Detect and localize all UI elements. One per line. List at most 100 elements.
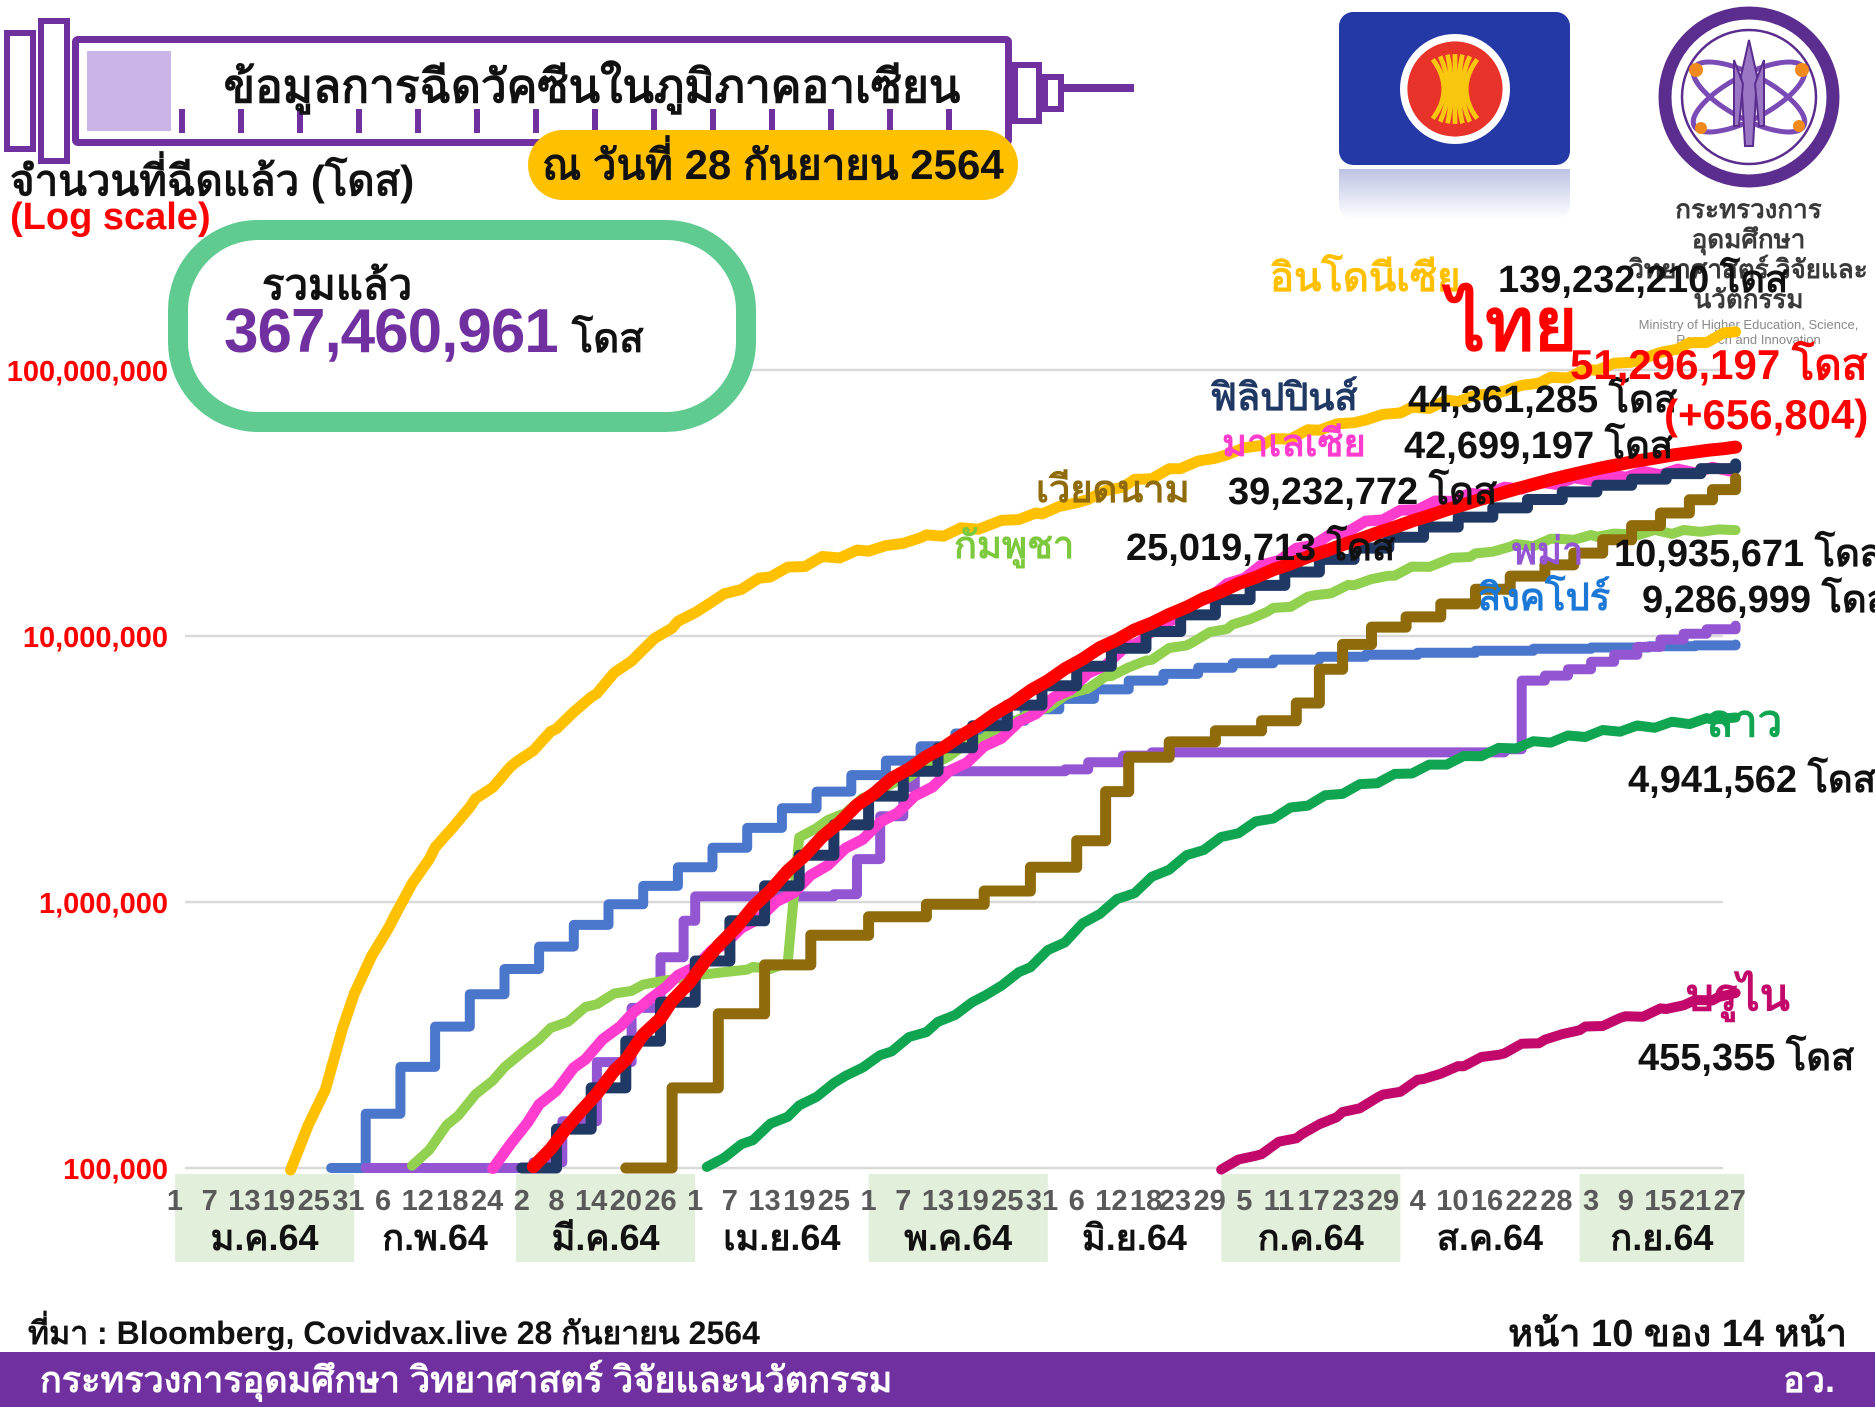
- series-line-thailand: [526, 440, 1743, 1174]
- x-tick-day: 1: [687, 1185, 703, 1217]
- x-tick-day: 19: [957, 1185, 989, 1217]
- x-tick-day: 10: [1436, 1185, 1468, 1217]
- total-value: 367,460,961: [224, 297, 559, 366]
- x-tick-day: 23: [1159, 1185, 1191, 1217]
- x-tick-day: 16: [1471, 1185, 1503, 1217]
- x-tick-day: 13: [228, 1185, 260, 1217]
- label-malaysia-name: มาเลเซีย: [1222, 423, 1366, 465]
- asean-flag: [1339, 12, 1570, 165]
- series-line-laos: [701, 712, 1741, 1172]
- page-number: หน้า 10 ของ 14 หน้า: [1508, 1313, 1847, 1355]
- label-thailand-value: 51,296,197 โดส: [1570, 341, 1868, 388]
- x-tick-month: มี.ค.64: [552, 1217, 660, 1258]
- label-laos-value: 4,941,562 โดส: [1628, 759, 1875, 801]
- x-tick-day: 26: [644, 1185, 676, 1217]
- month-strip-ม.ค.64: [175, 1174, 355, 1262]
- month-strip-ก.ย.64: [1579, 1174, 1745, 1262]
- x-tick-month: ก.พ.64: [382, 1217, 488, 1258]
- label-cambodia-name: กัมพูชา: [954, 525, 1075, 567]
- x-tick-day: 5: [1236, 1185, 1252, 1217]
- x-tick-day: 3: [1583, 1185, 1599, 1217]
- series-line-brunei: [1216, 988, 1741, 1175]
- source-note: ที่มา : Bloomberg, Covidvax.live 28 กันย…: [28, 1315, 760, 1351]
- x-tick-day: 6: [375, 1185, 391, 1217]
- total-unit: โดส: [571, 317, 644, 361]
- page-title: ข้อมูลการฉีดวัคซีนในภูมิภาคอาเซียน: [223, 59, 961, 112]
- x-tick-day: 31: [332, 1185, 364, 1217]
- x-tick-day: 1: [861, 1185, 877, 1217]
- log-scale-label: (Log scale): [10, 196, 211, 238]
- x-tick-day: 9: [1618, 1185, 1634, 1217]
- label-indonesia-name: อินโดนีเซีย: [1270, 256, 1461, 300]
- label-indonesia-value: 139,232,210 โดส: [1498, 259, 1789, 301]
- x-tick-day: 25: [298, 1185, 330, 1217]
- x-tick-month: เม.ย.64: [723, 1217, 840, 1258]
- x-tick-day: 6: [1069, 1185, 1085, 1217]
- y-tick-label: 10,000,000: [23, 622, 168, 654]
- y-tick-label: 100,000: [63, 1154, 168, 1186]
- month-strip-พ.ค.64: [868, 1174, 1048, 1262]
- x-tick-month: ส.ค.64: [1437, 1217, 1543, 1258]
- x-tick-day: 29: [1193, 1185, 1225, 1217]
- x-tick-day: 21: [1679, 1185, 1711, 1217]
- x-tick-day: 27: [1714, 1185, 1746, 1217]
- x-tick-day: 12: [402, 1185, 434, 1217]
- label-philippines-name: ฟิลิปปินส์: [1210, 377, 1358, 419]
- x-tick-day: 13: [748, 1185, 780, 1217]
- month-strip-ก.ค.64: [1221, 1174, 1401, 1262]
- x-tick-day: 18: [436, 1185, 468, 1217]
- label-brunei-value: 455,355 โดส: [1638, 1037, 1855, 1079]
- x-tick-day: 7: [202, 1185, 218, 1217]
- syringe-scale-ticks: [179, 109, 995, 133]
- syringe-needle: [1064, 84, 1134, 92]
- footer-ministry-name: กระทรวงการอุดมศึกษา วิทยาศาสตร์ วิจัยและ…: [40, 1359, 893, 1400]
- x-tick-day: 29: [1367, 1185, 1399, 1217]
- x-tick-day: 4: [1410, 1185, 1426, 1217]
- date-badge: ณ วันที่ 28 กันยายน 2564: [528, 130, 1018, 200]
- x-tick-month: ม.ค.64: [211, 1217, 319, 1258]
- x-tick-day: 15: [1644, 1185, 1676, 1217]
- x-tick-month: ก.ย.64: [1610, 1217, 1713, 1258]
- x-tick-day: 7: [895, 1185, 911, 1217]
- flag-reflection: [1339, 169, 1570, 219]
- x-tick-day: 20: [610, 1185, 642, 1217]
- syringe-plunger-flange: [38, 18, 70, 164]
- ministry-logo-block: กระทรวงการอุดมศึกษา วิทยาศาสตร์ วิจัยและ…: [1622, 4, 1875, 347]
- total-label: รวมแล้ว: [262, 261, 413, 308]
- x-tick-day: 7: [722, 1185, 738, 1217]
- y-axis-title: จำนวนที่ฉีดแล้ว (โดส): [10, 157, 415, 204]
- footer-ministry-abbr: อว.: [1783, 1359, 1835, 1400]
- x-tick-day: 13: [922, 1185, 954, 1217]
- syringe-hub-tip: [1042, 74, 1064, 112]
- x-tick-day: 25: [991, 1185, 1023, 1217]
- total-doses-box: รวมแล้ว 367,460,961 โดส: [168, 220, 756, 432]
- label-vietnam-value: 39,232,772 โดส: [1228, 471, 1498, 513]
- x-tick-day: 1: [167, 1185, 183, 1217]
- x-tick-day: 25: [818, 1185, 850, 1217]
- label-malaysia-value: 42,699,197 โดส: [1404, 425, 1674, 467]
- y-tick-label: 100,000,000: [7, 356, 168, 388]
- label-cambodia-value: 25,019,713 โดส: [1126, 527, 1396, 569]
- label-philippines-value: 44,361,285 โดส: [1408, 379, 1678, 421]
- x-tick-day: 22: [1506, 1185, 1538, 1217]
- y-tick-label: 1,000,000: [39, 888, 168, 920]
- x-tick-day: 12: [1095, 1185, 1127, 1217]
- x-tick-day: 24: [471, 1185, 503, 1217]
- x-tick-day: 2: [514, 1185, 530, 1217]
- x-tick-day: 31: [1026, 1185, 1058, 1217]
- label-myanmar-value: 10,935,671 โดส: [1614, 533, 1875, 575]
- x-tick-day: 23: [1332, 1185, 1364, 1217]
- x-tick-month: พ.ค.64: [904, 1217, 1012, 1258]
- label-myanmar-name: พม่า: [1512, 531, 1584, 573]
- month-strip-มี.ค.64: [516, 1174, 696, 1262]
- x-tick-day: 17: [1298, 1185, 1330, 1217]
- label-singapore-value: 9,286,999 โดส: [1642, 579, 1875, 621]
- x-tick-day: 11: [1264, 1185, 1295, 1217]
- series-line-cambodia: [407, 524, 1741, 1171]
- series-line-vietnam: [620, 472, 1742, 1174]
- label-vietnam-name: เวียดนาม: [1036, 469, 1190, 511]
- x-tick-month: มิ.ย.64: [1082, 1217, 1187, 1258]
- x-tick-day: 28: [1540, 1185, 1572, 1217]
